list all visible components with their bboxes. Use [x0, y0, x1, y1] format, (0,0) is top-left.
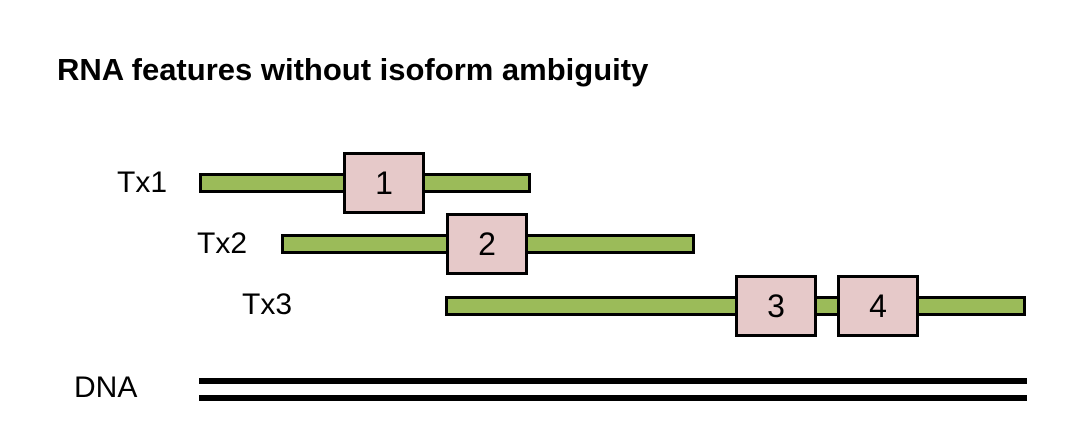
- transcript-label-tx3: Tx3: [242, 288, 293, 321]
- feature-label-1: 1: [375, 164, 393, 201]
- feature-box-1: 1: [343, 152, 425, 214]
- transcript-label-tx2: Tx2: [197, 227, 248, 260]
- dna-strand-bottom: [199, 395, 1027, 401]
- diagram-title: RNA features without isoform ambiguity: [57, 52, 649, 87]
- feature-label-4: 4: [869, 287, 887, 324]
- feature-box-3: 3: [735, 275, 817, 337]
- feature-box-4: 4: [837, 275, 919, 337]
- feature-box-2: 2: [446, 213, 528, 275]
- transcript-label-tx1: Tx1: [117, 166, 168, 199]
- feature-label-3: 3: [767, 287, 785, 324]
- dna-label: DNA: [74, 371, 138, 404]
- dna-strand-top: [199, 378, 1027, 384]
- feature-label-2: 2: [478, 225, 496, 262]
